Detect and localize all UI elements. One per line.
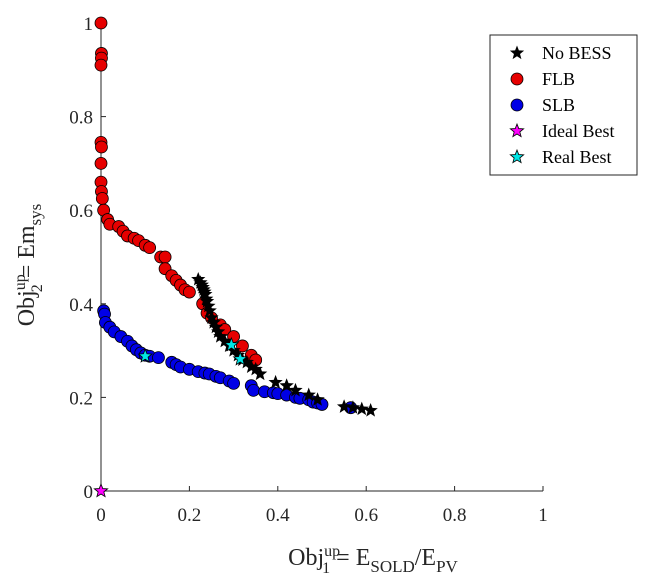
y-axis-ticks: 0 0.2 0.4 0.6 0.8 1 (69, 14, 106, 503)
legend-marker-slb (510, 98, 524, 112)
series-real-best (137, 336, 248, 366)
slb-point (247, 383, 260, 397)
no-bess-point (239, 354, 254, 369)
legend-label-flb: FLB (542, 69, 575, 89)
real-best-point (232, 350, 248, 366)
no-bess-point (279, 378, 294, 392)
x-tick-label: 0.4 (266, 505, 290, 526)
legend-label-no-bess: No BESS (542, 43, 612, 63)
no-bess-point (202, 303, 217, 317)
no-bess-point (268, 374, 283, 389)
flb-point (158, 250, 172, 264)
flb-point (94, 58, 108, 72)
axes (100, 23, 543, 492)
real-best-point (137, 348, 153, 363)
flb-point (143, 241, 157, 255)
legend-marker-no-bess (509, 45, 525, 60)
flb-point (94, 156, 108, 170)
no-bess-point (244, 359, 259, 374)
data-marks (93, 16, 378, 498)
y-tick-label: 0.8 (69, 108, 93, 129)
no-bess-point (198, 286, 213, 301)
x-axis-ticks: 0 0.2 0.4 0.6 0.8 1 (96, 486, 548, 526)
y-tick-label: 1 (84, 14, 94, 35)
y-tick-label: 0 (84, 482, 94, 503)
no-bess-point (363, 403, 378, 417)
x-tick-label: 0 (96, 505, 106, 526)
x-tick-label: 0.6 (354, 505, 378, 526)
series-no-bess (191, 271, 378, 417)
flb-point (182, 285, 196, 299)
no-bess-point (208, 319, 224, 334)
flb-point (95, 192, 109, 205)
no-bess-point (354, 401, 369, 416)
no-bess-point (201, 298, 216, 313)
y-tick-label: 0.2 (69, 388, 93, 409)
real-best-point (223, 336, 240, 352)
no-bess-point (199, 293, 215, 308)
y-tick-label: 0.4 (69, 295, 93, 316)
no-bess-point (206, 315, 221, 329)
x-tick-label: 0.8 (443, 505, 467, 526)
flb-point (95, 140, 108, 154)
no-bess-point (310, 392, 325, 406)
legend-marker-flb (510, 72, 524, 86)
no-bess-point (213, 329, 228, 343)
x-tick-label: 1 (538, 505, 548, 526)
no-bess-point (252, 366, 268, 381)
legend: No BESS FLB SLB Ideal Best Real Best (489, 34, 638, 176)
slb-point (152, 351, 165, 365)
no-bess-point (301, 387, 316, 402)
no-bess-point (204, 310, 219, 324)
no-bess-point (288, 382, 303, 397)
y-axis-title: Objup2 = Emsys (12, 204, 46, 327)
no-bess-point (217, 333, 232, 348)
flb-point (94, 16, 108, 30)
ideal-best-point (93, 482, 109, 498)
legend-marker-ideal-best (509, 122, 525, 138)
no-bess-point (345, 400, 361, 414)
y-tick-label: 0.6 (69, 201, 93, 222)
no-bess-point (248, 361, 263, 376)
series-flb (94, 16, 263, 367)
legend-marker-real-best (509, 148, 525, 164)
legend-label-slb: SLB (542, 95, 575, 115)
series-ideal-best (93, 482, 109, 498)
no-bess-point (191, 271, 206, 286)
legend-label-ideal-best: Ideal Best (542, 121, 614, 141)
no-bess-point (211, 324, 226, 338)
legend-label-real-best: Real Best (542, 147, 612, 167)
no-bess-point (336, 399, 352, 413)
x-tick-label: 0.2 (178, 505, 202, 526)
slb-point (227, 376, 241, 390)
x-axis-title: Objup 1 = ESOLD/EPV (288, 543, 458, 577)
no-bess-point (230, 347, 246, 362)
